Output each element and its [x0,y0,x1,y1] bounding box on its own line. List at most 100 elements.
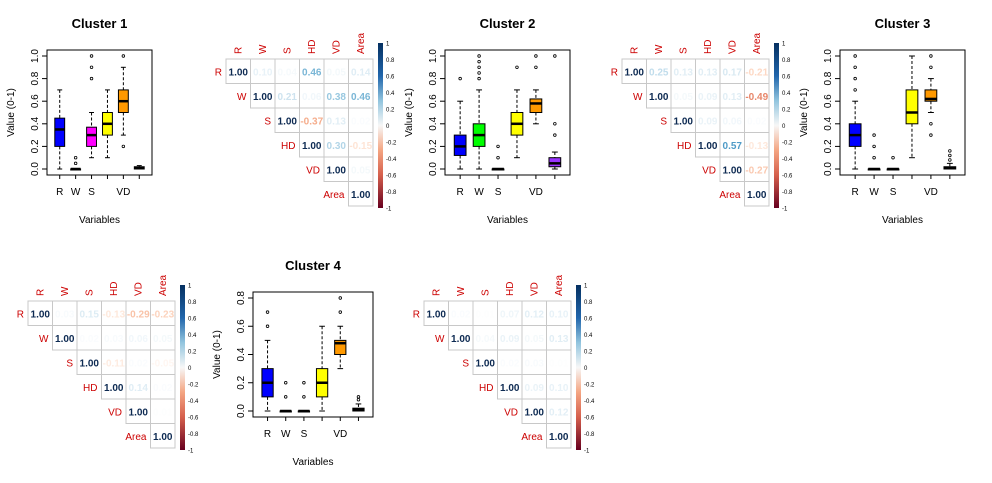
correlation-value: -0.05 [151,358,174,369]
box-w [279,381,292,413]
plot-frame [46,49,153,176]
column-label: VD [331,40,342,54]
matrix-cell [323,58,349,84]
outlier-point [284,395,288,399]
outlier-point [496,155,500,160]
correlation-value: 0.07 [500,309,520,320]
outlier-point [89,54,94,58]
correlation-value: -0.49 [745,92,768,103]
correlation-value: 0.03 [55,309,75,320]
row-label: HD [281,141,295,152]
row-label: S [660,116,667,127]
row-label: S [264,116,271,127]
matrix-cell [323,156,349,182]
y-tick-label: 0.4 [428,116,439,130]
row-label: VD [504,407,518,418]
correlation-value: 0.01 [476,309,496,320]
correlation-value: 0.05 [327,67,347,78]
correlation-value: 0.04 [278,67,298,78]
y-axis-label: Value (0-1) [6,88,17,137]
correlation-value: -0.13 [102,309,125,320]
outlier-point [73,161,78,166]
column-label: VD [727,40,738,54]
colorbar [180,285,185,450]
matrix-cell [719,107,745,133]
column-label: S [84,289,95,296]
matrix-cell [546,349,572,375]
colorbar-tick-label: -0.6 [584,416,595,422]
x-axis-label: Variables [79,215,120,226]
correlation-value: -0.29 [127,309,150,320]
row-label: W [435,334,445,345]
box-s [297,381,311,413]
box-body [54,117,66,147]
matrix-cell [744,107,770,133]
correlation-value: 0.02 [747,116,767,127]
outlier-point [89,76,94,81]
box-area [548,54,562,170]
matrix-cell [150,423,176,449]
y-tick-label: 0.2 [428,139,439,153]
outlier-point [73,155,78,160]
correlation-value: 1.00 [698,141,718,152]
x-tick-label: VD [333,429,347,440]
y-tick-label: 1.0 [30,49,41,63]
matrix-cell [472,325,498,351]
correlation-value: 0.17 [723,67,743,78]
outlier-point [872,155,876,160]
correlation-value: 1.00 [104,383,124,394]
outlier-point [929,65,933,69]
x-tick-label: R [56,187,63,198]
y-tick-label: 0.8 [236,291,247,305]
row-label: VD [108,407,122,418]
outlier-point [477,76,481,81]
matrix-cell [101,349,127,375]
plot-frame [444,49,571,176]
correlation-value: -0.23 [151,309,174,320]
x-tick-label: W [474,187,484,198]
column-label: HD [307,40,318,54]
row-label: VD [702,165,716,176]
box-r [848,54,862,170]
matrix-cell [521,349,547,375]
colorbar [576,285,581,450]
colorbar-tick-label: -0.4 [584,399,595,405]
outlier-point [338,310,342,314]
x-tick-label: W [869,187,879,198]
correlation-value: 1.00 [153,432,173,443]
colorbar-tick-label: -0.8 [584,432,595,438]
correlation-value: 1.00 [525,407,545,418]
column-label: S [678,47,689,54]
correlation-value: 1.00 [31,309,51,320]
outlier-point [853,65,857,69]
matrix-cell [299,132,325,158]
matrix-cell [719,58,745,84]
outlier-point [477,59,481,64]
correlation-value: 1.00 [451,334,471,345]
box-area [352,395,365,412]
outlier-point [302,381,306,385]
correlation-value: 1.00 [427,309,447,320]
colorbar-tick-label: 0 [386,124,390,130]
y-tick-label: 0.6 [236,319,247,333]
matrix-cell [348,132,374,158]
correlation-value: 0.02 [80,334,100,345]
x-tick-label: S [495,187,502,198]
outlier-point [853,76,857,81]
colorbar-tick-label: -0.2 [584,383,595,389]
colorbar-tick-label: -0.6 [188,416,199,422]
outlier-point [496,144,500,149]
matrix-cell [497,349,523,375]
row-label: W [39,334,49,345]
row-label: S [66,358,73,369]
colorbar-tick-label: 0 [584,366,588,372]
plot-frame [839,49,966,176]
box-area [943,149,957,170]
correlation-matrix-panel: R W S HD VD Area R W S HD VD Area 1.00 0.25 0.13 0.13 0.… [611,32,793,212]
correlation-value: 1.00 [253,92,273,103]
column-label: W [456,286,467,296]
correlation-value: -0.27 [745,165,768,176]
column-label: R [629,47,640,54]
y-tick-label: 0.0 [428,162,439,176]
